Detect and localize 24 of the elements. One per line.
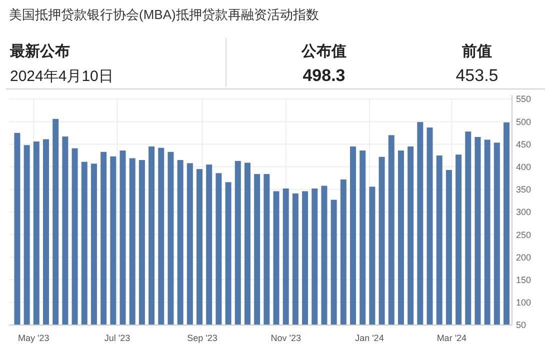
text: 前值 bbox=[461, 43, 492, 60]
text: 453.5 bbox=[456, 66, 498, 85]
x-tick-label: May '23 bbox=[18, 333, 50, 343]
x-tick-label: Mar '24 bbox=[436, 333, 467, 343]
y-tick-label: 200 bbox=[516, 252, 532, 262]
text: 2024年4月10日 bbox=[10, 68, 114, 85]
text: 最新公布 bbox=[9, 42, 70, 60]
y-tick-label: 500 bbox=[516, 116, 532, 127]
text: 公布值 bbox=[300, 43, 346, 60]
y-tick-label: 450 bbox=[516, 139, 532, 150]
x-tick-label: Jul '23 bbox=[104, 333, 130, 343]
y-tick-label: 150 bbox=[516, 274, 532, 285]
y-tick-label: 100 bbox=[516, 298, 532, 308]
chart-title: 美国抵押贷款银行协会(MBA)抵押贷款再融资活动指数 bbox=[9, 7, 319, 22]
y-tick-label: 250 bbox=[516, 230, 532, 240]
text: 498.3 bbox=[302, 66, 346, 85]
x-tick-label: Sep '23 bbox=[187, 333, 218, 343]
y-tick-label: 400 bbox=[516, 162, 532, 172]
x-tick-label: Nov '23 bbox=[270, 333, 301, 343]
y-tick-label: 350 bbox=[516, 184, 532, 195]
y-tick-label: 50 bbox=[516, 320, 526, 330]
x-tick-label: Jan '24 bbox=[355, 333, 384, 343]
y-tick-label: 550 bbox=[516, 94, 532, 104]
y-tick-label: 300 bbox=[516, 207, 532, 218]
